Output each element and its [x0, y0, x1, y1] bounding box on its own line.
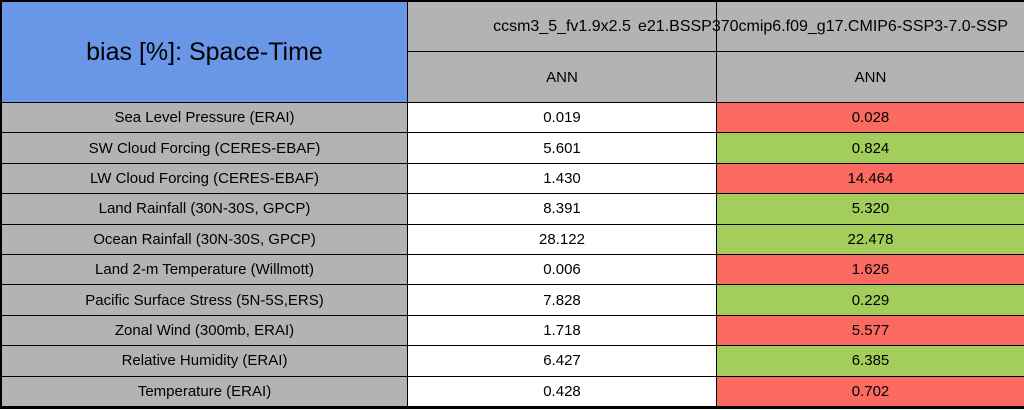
model-1-name: ccsm3_5_fv1.9x2.5: [493, 17, 631, 35]
row-label: Zonal Wind (300mb, ERAI): [2, 315, 408, 347]
value-cell-model-2: 14.464: [717, 163, 1024, 195]
row-label: Temperature (ERAI): [2, 376, 408, 407]
season-header-model-1: ANN: [408, 52, 717, 103]
season-header-model-2: ANN: [717, 52, 1024, 103]
value-cell-model-1: 5.601: [408, 133, 717, 164]
row-label: Sea Level Pressure (ERAI): [2, 103, 408, 134]
value-cell-model-1: 8.391: [408, 194, 717, 225]
row-label: Ocean Rainfall (30N-30S, GPCP): [2, 224, 408, 255]
value-cell-model-1: 28.122: [408, 224, 717, 255]
value-cell-model-2: 0.824: [717, 133, 1024, 164]
value-cell-model-2: 1.626: [717, 254, 1024, 286]
value-cell-model-2: 22.478: [717, 224, 1024, 255]
value-cell-model-1: 6.427: [408, 346, 717, 377]
row-label: Land Rainfall (30N-30S, GPCP): [2, 194, 408, 225]
value-cell-model-2: 0.028: [717, 103, 1024, 134]
column-header-model-2: e21.BSSP370cmip6.f09_g17.CMIP6-SSP3-7.0-…: [638, 2, 1024, 52]
table-title: bias [%]: Space-Time: [2, 2, 408, 103]
value-cell-model-2: 5.320: [717, 194, 1024, 225]
row-label: Land 2-m Temperature (Willmott): [2, 254, 408, 286]
value-cell-model-2: 0.229: [717, 285, 1024, 316]
value-cell-model-2: 5.577: [717, 315, 1024, 347]
row-label: Pacific Surface Stress (5N-5S,ERS): [2, 285, 408, 316]
value-cell-model-1: 7.828: [408, 285, 717, 316]
row-label: SW Cloud Forcing (CERES-EBAF): [2, 133, 408, 164]
row-label: Relative Humidity (ERAI): [2, 346, 408, 377]
value-cell-model-1: 0.019: [408, 103, 717, 134]
value-cell-model-2: 0.702: [717, 376, 1024, 407]
value-cell-model-1: 1.718: [408, 315, 717, 347]
row-label: LW Cloud Forcing (CERES-EBAF): [2, 163, 408, 195]
model-2-name: e21.BSSP370cmip6.f09_g17.CMIP6-SSP3-7.0-…: [638, 17, 1008, 35]
value-cell-model-2: 6.385: [717, 346, 1024, 377]
value-cell-model-1: 0.428: [408, 376, 717, 407]
value-cell-model-1: 1.430: [408, 163, 717, 195]
value-cell-model-1: 0.006: [408, 254, 717, 286]
column-header-model-1: ccsm3_5_fv1.9x2.5: [408, 2, 717, 52]
